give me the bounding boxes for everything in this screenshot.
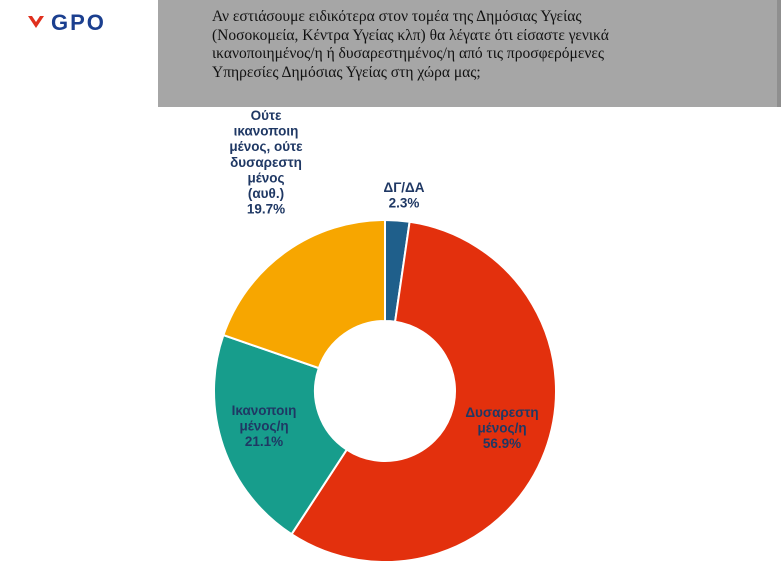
- question-line: (Νοσοκομεία, Κέντρα Υγείας κλπ) θα λέγατ…: [212, 26, 609, 44]
- slice-category-label: δυσαρεστη: [230, 155, 302, 170]
- logo-text: GPO: [51, 11, 106, 33]
- slice-category-label: μένος/η: [239, 419, 288, 434]
- question-box-edge: [777, 0, 781, 107]
- slice-category-label: μένος/η: [477, 421, 526, 436]
- question-box: Αν εστιάσουμε ειδικότερα στον τομέα της …: [158, 0, 781, 107]
- slice-category-label: ΔΓ/ΔΑ: [383, 180, 424, 195]
- question-line: Υπηρεσίες Δημόσιας Υγείας στη χώρα μας;: [212, 63, 481, 81]
- slice-category-label: ικανοποιη: [234, 124, 299, 139]
- slice-value-label: 19.7%: [247, 202, 285, 217]
- gpo-logo: GPO: [28, 11, 106, 33]
- slice-value-label: 2.3%: [389, 196, 420, 211]
- slice-category-label: (αυθ.): [248, 186, 284, 201]
- question-text: Αν εστιάσουμε ειδικότερα στον τομέα της …: [212, 8, 732, 82]
- slice-category-label: μένος: [247, 170, 284, 185]
- donut-slice: [290, 220, 557, 563]
- slice-category-label: Ούτε: [251, 108, 282, 123]
- question-line: ικανοποιημένος/η ή δυσαρεστημένος/η από …: [212, 45, 605, 63]
- logo-chevron-mark: [28, 16, 44, 28]
- slice-category-label: Ικανοποιη: [232, 403, 297, 418]
- question-line: Αν εστιάσουμε ειδικότερα στον τομέα της …: [212, 8, 582, 25]
- slice-value-label: 21.1%: [245, 434, 283, 449]
- donut-slice: [213, 333, 349, 536]
- slice-value-label: 56.9%: [483, 436, 521, 451]
- slice-category-label: μένος, ούτε: [229, 139, 303, 154]
- donut-slice: [222, 218, 386, 370]
- slice-category-label: Δυσαρεστη: [465, 405, 538, 420]
